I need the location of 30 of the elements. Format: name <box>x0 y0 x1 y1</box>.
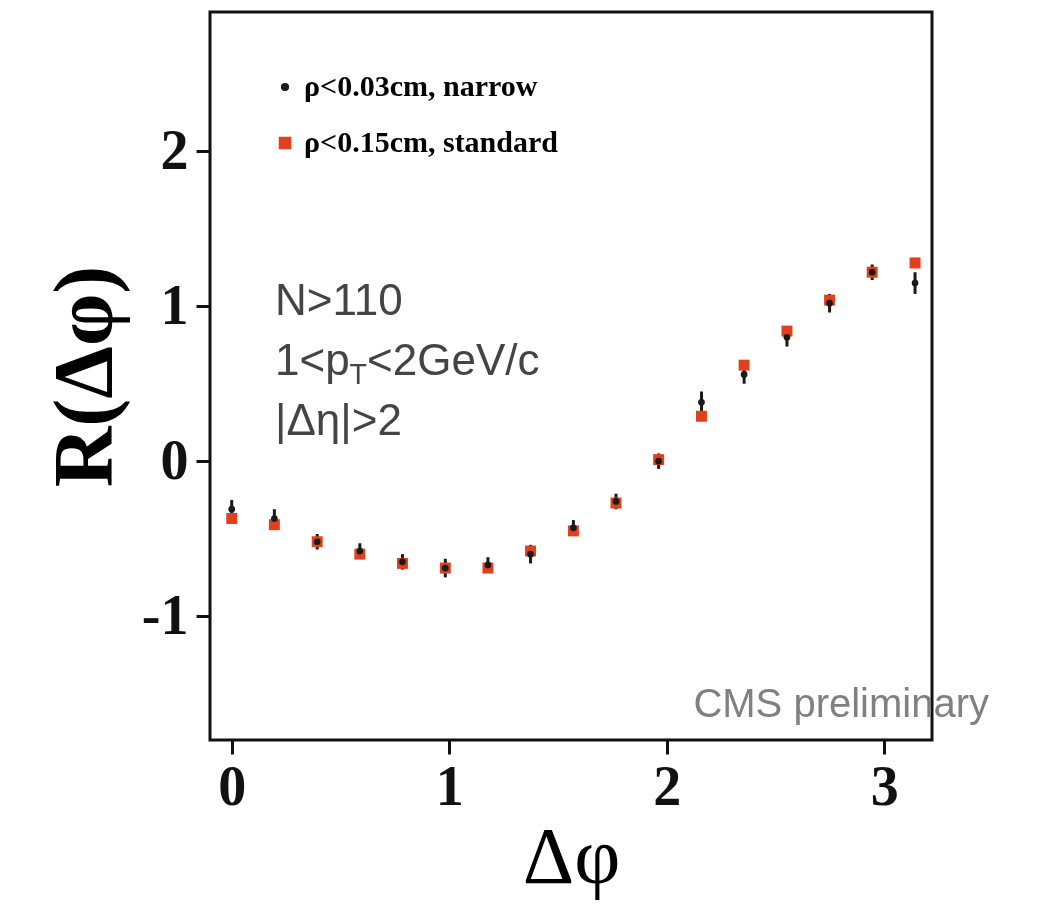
annotation: |Δη|>2 <box>275 395 402 444</box>
point <box>740 371 748 378</box>
point <box>911 279 919 287</box>
point <box>909 257 921 269</box>
y-axis-title: R(Δφ) <box>36 265 131 488</box>
y-tick-label: 1 <box>160 273 189 336</box>
y-tick-label: 0 <box>160 428 189 491</box>
point <box>226 513 238 524</box>
x-tick-label: 3 <box>870 754 899 817</box>
x-tick-label: 1 <box>435 754 464 817</box>
y-tick-label: -1 <box>141 583 189 646</box>
x-tick-label: 2 <box>653 754 682 817</box>
point <box>356 547 364 555</box>
point <box>612 498 620 505</box>
point <box>698 398 705 406</box>
legend-label: ρ<0.03cm, narrow <box>304 69 538 102</box>
point <box>570 524 577 532</box>
point <box>783 333 791 341</box>
point <box>826 299 833 307</box>
point <box>738 359 750 371</box>
legend-label: ρ<0.15cm, standard <box>304 125 559 158</box>
point <box>527 550 534 558</box>
point <box>696 410 707 422</box>
x-tick-label: 0 <box>218 754 247 817</box>
x-axis-title: Δφ <box>522 811 621 900</box>
point <box>228 505 236 513</box>
point <box>271 515 278 522</box>
annotation: N>110 <box>275 275 403 324</box>
point <box>484 561 492 569</box>
y-tick-label: 2 <box>160 118 189 181</box>
